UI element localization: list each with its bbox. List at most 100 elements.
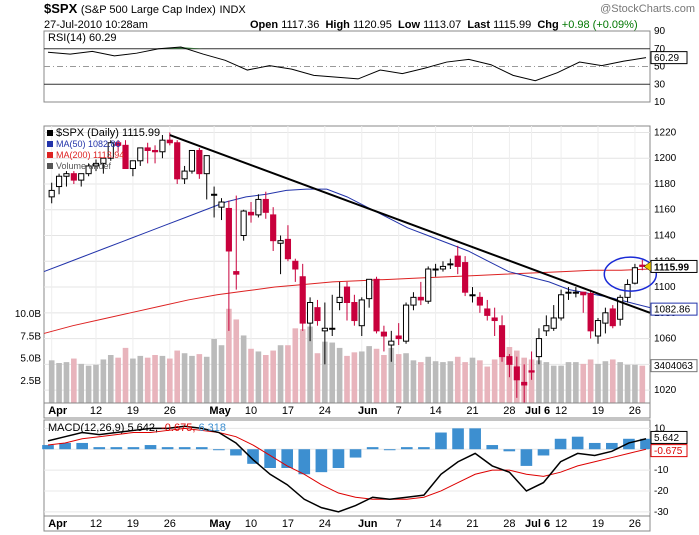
volume-bar xyxy=(299,329,306,403)
volume-bar xyxy=(624,364,631,403)
candle-body xyxy=(277,240,284,244)
macd-panel xyxy=(43,419,651,517)
candle-body xyxy=(129,160,136,170)
macd-histogram-bar xyxy=(264,449,276,468)
candle-body xyxy=(107,142,114,159)
candle-body xyxy=(558,294,565,319)
macd-tick-label: 10 xyxy=(654,423,666,434)
price-legend-swatch xyxy=(47,130,53,136)
macd-histogram-bar xyxy=(623,438,635,450)
volume-bar xyxy=(181,353,188,403)
macd-histogram-bar xyxy=(452,428,464,450)
x-axis-label: May xyxy=(209,405,231,417)
candle-body xyxy=(454,255,461,267)
macd-histogram-bar xyxy=(503,449,516,452)
candle-body xyxy=(491,317,498,322)
volume-bar xyxy=(270,350,276,403)
candle-body xyxy=(144,147,151,151)
volume-bar xyxy=(137,355,144,403)
volume-bar xyxy=(395,354,402,403)
volume-bar xyxy=(425,356,432,403)
macd-histogram-bar xyxy=(161,447,174,450)
volume-bar xyxy=(255,351,262,403)
macd-histogram-bar xyxy=(298,449,311,475)
volume-bar xyxy=(595,363,601,403)
volume-bar xyxy=(100,359,107,403)
volume-bar xyxy=(447,361,454,403)
candle-body xyxy=(609,308,616,327)
price-legend-entry: MA(200) 1113.94 xyxy=(56,150,124,160)
candle-body xyxy=(565,291,572,294)
volume-bar xyxy=(440,362,446,403)
rsi-last-value-label: 60.29 xyxy=(654,53,679,64)
last-price-label: 1115.99 xyxy=(654,262,689,273)
price-legend-swatch xyxy=(47,152,53,158)
candle-body xyxy=(462,262,469,293)
candle-body xyxy=(196,149,203,175)
trendline xyxy=(169,134,651,314)
macd-signal-line xyxy=(47,427,647,500)
candle-body xyxy=(366,278,373,300)
volume-bar xyxy=(580,363,587,403)
candle-body xyxy=(469,294,476,297)
macd-histogram-bar xyxy=(144,445,157,450)
x-axis-label: 21 xyxy=(466,405,478,417)
volume-value-box xyxy=(650,359,698,373)
volume-bar xyxy=(226,308,232,403)
volume-bar xyxy=(587,359,594,403)
candle-body xyxy=(439,265,447,270)
volume-bar xyxy=(381,355,387,403)
volume-bar xyxy=(48,360,55,403)
macd-histogram-bar xyxy=(332,449,345,468)
volume-bar xyxy=(403,353,409,403)
volume-bar xyxy=(418,362,424,403)
volume-bar xyxy=(462,362,468,403)
candle-body xyxy=(262,198,269,213)
ma200-line xyxy=(43,268,651,334)
last-label: Last xyxy=(467,19,490,31)
ohlc-summary: Open 1117.36 High 1120.95 Low 1113.07 La… xyxy=(250,19,638,31)
candle-body xyxy=(572,291,579,294)
macd-histogram-bar xyxy=(230,449,242,456)
last-value: 1115.99 xyxy=(493,19,532,31)
candle-body xyxy=(594,320,602,337)
candle-body xyxy=(602,312,609,324)
x-axis-label: 19 xyxy=(127,405,139,417)
volume-bar xyxy=(174,350,181,403)
macd-legend-part: 5.642, xyxy=(127,422,161,434)
candle-body xyxy=(476,296,483,306)
candle-body xyxy=(270,214,277,242)
rsi-legend: RSI(14) 60.29 xyxy=(48,32,116,44)
price-legend-swatch xyxy=(47,141,53,147)
macd-value-label: 5.642 xyxy=(654,433,679,444)
macd-histogram-bar xyxy=(93,447,106,450)
volume-bar xyxy=(373,348,380,403)
volume-bar xyxy=(211,339,217,403)
candle-body xyxy=(484,308,491,316)
volume-tick-label: 2.5B xyxy=(20,376,41,387)
macd-histogram-bar xyxy=(606,442,618,450)
volume-bar xyxy=(240,335,247,403)
candle-body xyxy=(417,296,424,301)
candle-body xyxy=(388,340,395,346)
x-axis-label: 14 xyxy=(429,405,441,417)
open-value: 1117.36 xyxy=(281,19,320,31)
macd-histogram-bar xyxy=(366,447,379,450)
open-label: Open xyxy=(250,19,279,31)
x-axis-label: 26 xyxy=(629,405,641,417)
volume-value-label: 3404063 xyxy=(654,361,693,372)
x-axis-label: 26 xyxy=(164,518,176,530)
macd-histogram-bar xyxy=(315,449,328,473)
candle-body xyxy=(203,155,210,175)
macd-histogram-bar xyxy=(247,449,259,464)
volume-bar xyxy=(550,365,557,403)
candle-body xyxy=(225,207,232,252)
volume-bar xyxy=(344,355,350,403)
x-axis-label: May xyxy=(209,518,231,530)
candle-body xyxy=(543,325,550,332)
candle-body xyxy=(188,149,196,172)
x-axis-label: Apr xyxy=(48,405,68,417)
price-tick-label: 1220 xyxy=(654,127,677,138)
macd-histogram-bar xyxy=(42,445,54,450)
macd-histogram-bar xyxy=(178,447,191,450)
